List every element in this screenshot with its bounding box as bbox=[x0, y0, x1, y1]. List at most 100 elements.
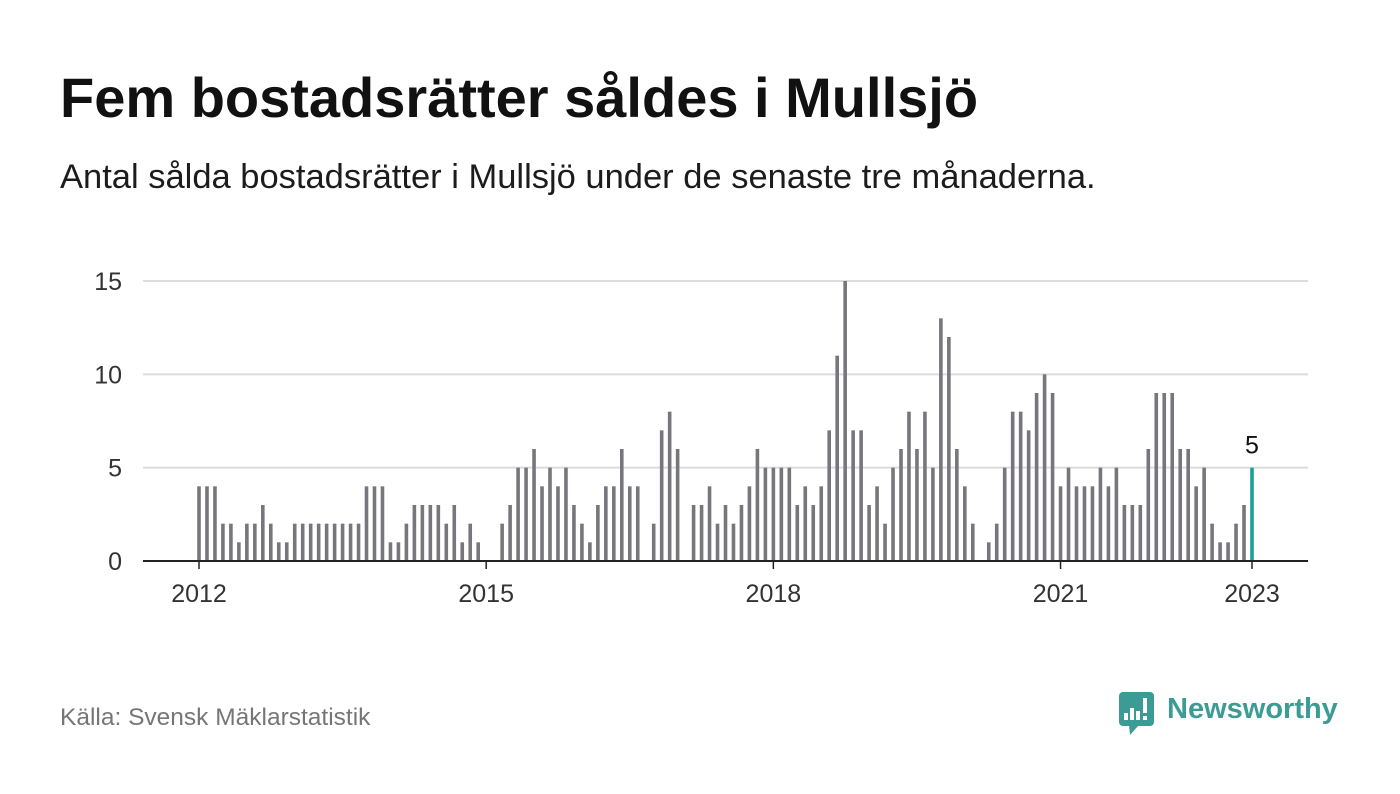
bar-2015-07 bbox=[532, 449, 536, 561]
bar-2022-07 bbox=[1202, 467, 1206, 561]
bar-2020-04 bbox=[986, 542, 991, 561]
bar-2013-02 bbox=[300, 523, 305, 561]
bar-2018-07 bbox=[819, 486, 824, 561]
bar-2018-11 bbox=[851, 430, 855, 561]
bar-2016-08 bbox=[635, 486, 640, 561]
bar-2013-11 bbox=[372, 486, 377, 561]
bar-2019-06 bbox=[907, 411, 911, 561]
bar-2013-03 bbox=[308, 523, 313, 561]
bar-2015-03 bbox=[500, 523, 504, 561]
bar-2014-03 bbox=[404, 523, 409, 561]
bar-2017-06 bbox=[715, 523, 720, 561]
bar-2021-06 bbox=[1098, 467, 1103, 561]
bar-2020-10 bbox=[1034, 393, 1039, 561]
bar-2017-07 bbox=[723, 505, 728, 561]
bar-2012-06 bbox=[237, 542, 241, 561]
bar-2016-01 bbox=[580, 523, 584, 561]
bar-2022-05 bbox=[1186, 449, 1190, 561]
bar-2017-04 bbox=[699, 505, 704, 561]
bar-2021-11 bbox=[1138, 505, 1143, 561]
bar-2020-02 bbox=[970, 523, 975, 561]
bar-2019-04 bbox=[891, 467, 895, 561]
bar-2014-05 bbox=[420, 505, 425, 561]
bar-2022-11 bbox=[1234, 523, 1238, 561]
bar-2016-10 bbox=[651, 523, 656, 561]
chart-subtitle: Antal sålda bostadsrätter i Mullsjö unde… bbox=[60, 158, 1096, 196]
x-tick-label: 2015 bbox=[458, 580, 514, 608]
bar-2020-06 bbox=[1002, 467, 1007, 561]
bar-2021-07 bbox=[1106, 486, 1111, 561]
bar-2012-08 bbox=[253, 523, 257, 561]
bar-2020-09 bbox=[1026, 430, 1031, 561]
bar-2020-05 bbox=[994, 523, 999, 561]
bar-2014-08 bbox=[444, 523, 449, 561]
bar-2021-04 bbox=[1082, 486, 1087, 561]
logo-wordmark: Newsworthy bbox=[1167, 693, 1338, 725]
bar-2016-11 bbox=[659, 430, 664, 561]
bar-2017-01 bbox=[675, 449, 680, 561]
bar-2020-12 bbox=[1050, 393, 1055, 561]
bar-2014-10 bbox=[460, 542, 465, 561]
source-note: Källa: Svensk Mäklarstatistik bbox=[60, 704, 371, 731]
bar-2018-03 bbox=[787, 467, 792, 561]
bar-2017-03 bbox=[691, 505, 696, 561]
bar-2016-04 bbox=[604, 486, 608, 561]
bar-2021-03 bbox=[1074, 486, 1079, 561]
x-tick-label: 2012 bbox=[171, 580, 227, 608]
y-tick-label: 0 bbox=[108, 548, 122, 576]
bar-2022-03 bbox=[1170, 393, 1175, 561]
x-tick-label: 2018 bbox=[746, 580, 802, 608]
bar-2019-05 bbox=[899, 449, 903, 561]
bar-2012-09 bbox=[261, 505, 265, 561]
bar-2013-10 bbox=[364, 486, 369, 561]
newsworthy-logo-icon bbox=[1119, 692, 1154, 735]
bar-2014-06 bbox=[428, 505, 433, 561]
bar-2015-06 bbox=[524, 467, 528, 561]
bar-2014-04 bbox=[412, 505, 417, 561]
bar-chart: 0 5 10 15 2012 2015 2018 2021 2023 5 bbox=[94, 268, 1308, 608]
bar-2012-11 bbox=[276, 542, 281, 561]
newsworthy-logo: Newsworthy bbox=[1117, 689, 1347, 739]
bar-2020-07 bbox=[1010, 411, 1015, 561]
bar-2022-01 bbox=[1154, 393, 1159, 561]
bar-2016-03 bbox=[596, 505, 600, 561]
bar-2012-04 bbox=[221, 523, 225, 561]
bar-2018-04 bbox=[795, 505, 800, 561]
bar-2022-04 bbox=[1178, 449, 1183, 561]
bar-2014-01 bbox=[388, 542, 393, 561]
bar-2013-05 bbox=[324, 523, 329, 561]
bar-2022-10 bbox=[1226, 542, 1230, 561]
bar-2015-04 bbox=[508, 505, 512, 561]
bar-2019-01 bbox=[867, 505, 871, 561]
bar-2020-11 bbox=[1042, 374, 1047, 561]
chart-title: Fem bostadsrätter såldes i Mullsjö bbox=[60, 66, 979, 129]
bar-2022-09 bbox=[1218, 542, 1222, 561]
highlighted-bar-2023-01 bbox=[1250, 467, 1254, 561]
bar-2018-05 bbox=[803, 486, 808, 561]
x-tick-label: 2023 bbox=[1224, 580, 1280, 608]
bar-2017-05 bbox=[707, 486, 712, 561]
bar-2022-02 bbox=[1162, 393, 1167, 561]
bar-2020-08 bbox=[1018, 411, 1023, 561]
bar-2015-05 bbox=[516, 467, 520, 561]
bar-2014-11 bbox=[468, 523, 473, 561]
bar-2013-01 bbox=[292, 523, 297, 561]
bar-2013-12 bbox=[380, 486, 385, 561]
bar-2016-02 bbox=[588, 542, 592, 561]
bar-2015-11 bbox=[564, 467, 568, 561]
x-tick-label: 2021 bbox=[1033, 580, 1089, 608]
bar-2013-09 bbox=[356, 523, 361, 561]
bar-2018-12 bbox=[859, 430, 863, 561]
bar-2017-08 bbox=[731, 523, 736, 561]
bar-2018-02 bbox=[779, 467, 784, 561]
y-tick-label: 5 bbox=[108, 455, 122, 483]
bar-2016-05 bbox=[612, 486, 616, 561]
bar-2019-08 bbox=[923, 411, 927, 561]
y-tick-label: 15 bbox=[94, 268, 122, 296]
bar-2014-07 bbox=[436, 505, 441, 561]
bar-2012-10 bbox=[268, 523, 273, 561]
bar-2021-01 bbox=[1058, 486, 1063, 561]
bar-2021-05 bbox=[1090, 486, 1095, 561]
bar-2015-10 bbox=[556, 486, 560, 561]
